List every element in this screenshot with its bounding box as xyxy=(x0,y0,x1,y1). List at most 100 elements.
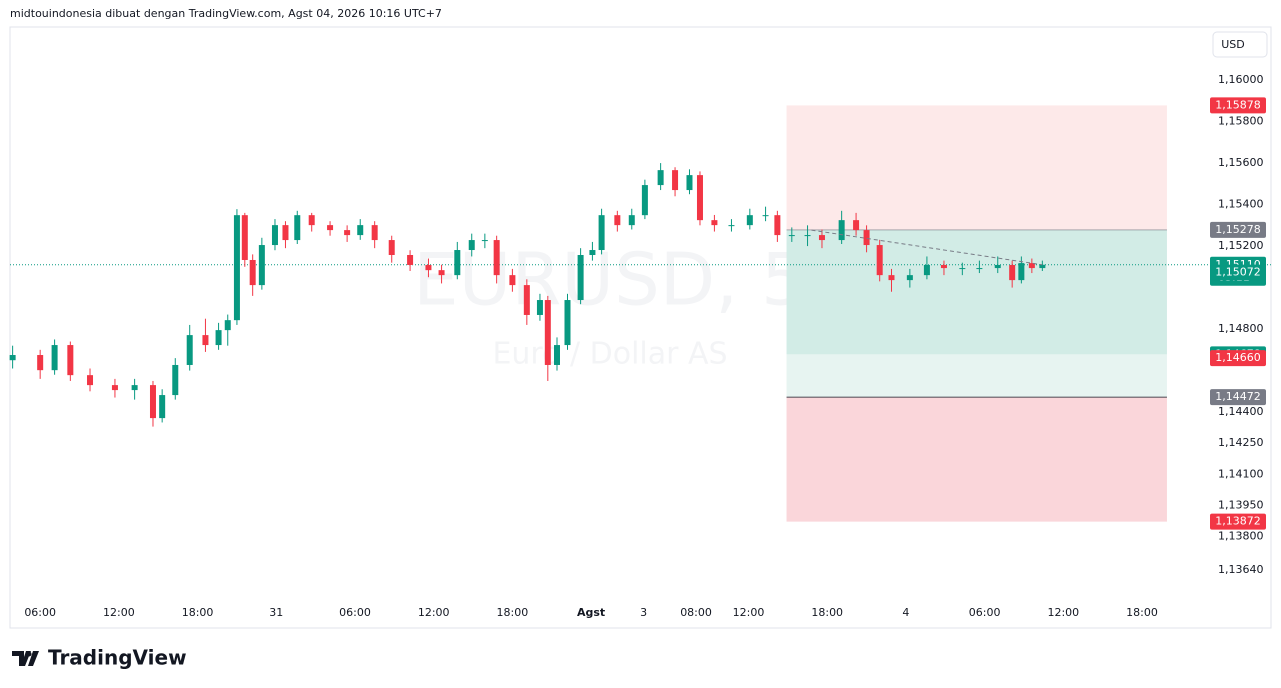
y-tick-label: 1,15800 xyxy=(1218,115,1264,128)
x-tick-label: 12:00 xyxy=(418,606,450,619)
watermark: EURUSD, 5 xyxy=(413,238,807,322)
candle-body xyxy=(774,215,781,236)
x-tick-label: 18:00 xyxy=(811,606,843,619)
logo xyxy=(12,651,39,666)
y-tick-label: 1,15600 xyxy=(1218,156,1264,169)
y-tick-label: 1,16000 xyxy=(1218,73,1264,86)
candle-body xyxy=(994,264,1001,269)
price-badge xyxy=(1210,97,1266,114)
watermark-sub: Euro / Dollar AS xyxy=(492,337,727,372)
candle-body xyxy=(258,245,265,286)
x-tick-label: 3 xyxy=(640,606,647,619)
candle-body xyxy=(762,215,769,217)
candle-body xyxy=(308,215,315,226)
candle-body xyxy=(614,215,621,226)
candle-body xyxy=(564,300,571,346)
price-badge-label: 1,15878 xyxy=(1215,98,1261,111)
candle-body xyxy=(282,225,289,241)
x-tick-label: 12:00 xyxy=(733,606,765,619)
frame xyxy=(9,26,1272,629)
position-zone xyxy=(786,229,1167,355)
candle-body xyxy=(493,240,500,276)
candle-body xyxy=(696,175,703,221)
x-tick-label: 31 xyxy=(269,606,283,619)
candle-body xyxy=(788,235,795,237)
price-badge xyxy=(1210,221,1266,238)
candle-body xyxy=(438,270,445,276)
price-badge xyxy=(1210,350,1266,367)
position-zone xyxy=(786,397,1167,522)
candle-body xyxy=(509,275,516,286)
candle-body xyxy=(853,220,860,231)
candle-body xyxy=(959,268,966,270)
x-tick-label: 18:00 xyxy=(497,606,529,619)
candle-body xyxy=(159,395,166,419)
candle-body xyxy=(577,255,584,301)
candle-body xyxy=(425,264,432,271)
candle-body xyxy=(728,225,735,227)
currency[interactable]: USD xyxy=(1221,38,1245,51)
candle-body xyxy=(804,235,811,237)
candle-body xyxy=(589,250,596,256)
x-tick-label: Agst xyxy=(577,606,605,619)
x-tick-label: 08:00 xyxy=(680,606,712,619)
candle-body xyxy=(215,330,222,346)
y-tick-label: 1,14250 xyxy=(1218,436,1264,449)
candle-body xyxy=(888,275,895,281)
candle-body xyxy=(388,240,395,256)
candle-body xyxy=(1018,263,1025,281)
candle-body xyxy=(271,225,278,246)
y-tick-label: 1,14800 xyxy=(1218,322,1264,335)
price-badge-label: 1,14660 xyxy=(1215,351,1261,364)
candle-body xyxy=(481,240,488,242)
candle-body xyxy=(544,300,551,365)
candle-body xyxy=(357,225,364,236)
candle-body xyxy=(327,225,334,231)
candle-body xyxy=(1009,264,1016,281)
price-badge-label: 1,15072 xyxy=(1215,266,1261,279)
x-tick-label: 12:00 xyxy=(103,606,135,619)
candle-body xyxy=(87,375,94,386)
candle-body xyxy=(818,235,825,241)
candle-body xyxy=(672,170,679,191)
price-badge xyxy=(1210,513,1266,530)
candle-body xyxy=(976,268,983,270)
candle-body xyxy=(249,259,256,286)
candle-body xyxy=(67,345,74,376)
candle-body xyxy=(536,300,543,315)
candle-body xyxy=(641,185,648,216)
candle-body xyxy=(186,335,193,365)
candle-body xyxy=(344,230,351,236)
candle-body xyxy=(746,215,753,226)
candle-body xyxy=(131,385,138,391)
header: midtouindonesia dibuat dengan TradingVie… xyxy=(10,7,442,20)
x-tick-label: 06:00 xyxy=(339,606,371,619)
candle-body xyxy=(657,170,664,186)
currency-button[interactable] xyxy=(1212,31,1268,58)
candle-body xyxy=(172,364,179,396)
candle-body xyxy=(454,250,461,276)
trend-line xyxy=(811,229,1043,266)
candle-body xyxy=(553,345,560,365)
y-tick-label: 1,14400 xyxy=(1218,405,1264,418)
y-tick-label: 1,15400 xyxy=(1218,198,1264,211)
candle-body xyxy=(202,335,209,346)
candle-body xyxy=(149,385,156,419)
candle-body xyxy=(233,215,240,321)
y-tick-label: 1,13800 xyxy=(1218,530,1264,543)
candle-body xyxy=(241,215,248,260)
x-tick-label: 4 xyxy=(902,606,909,619)
candle-body xyxy=(711,220,718,226)
price-badge-label: 1,13872 xyxy=(1215,515,1261,528)
candle-body xyxy=(523,285,530,315)
price-badge xyxy=(1210,389,1266,406)
candle-body xyxy=(686,175,693,191)
candle-body xyxy=(294,215,301,241)
candle-body xyxy=(1039,264,1046,269)
price-badge-label: 1,15278 xyxy=(1215,223,1261,236)
candle-body xyxy=(876,245,883,276)
candle-body xyxy=(1028,263,1035,269)
candle-body xyxy=(628,215,635,226)
position-zone xyxy=(786,354,1167,398)
